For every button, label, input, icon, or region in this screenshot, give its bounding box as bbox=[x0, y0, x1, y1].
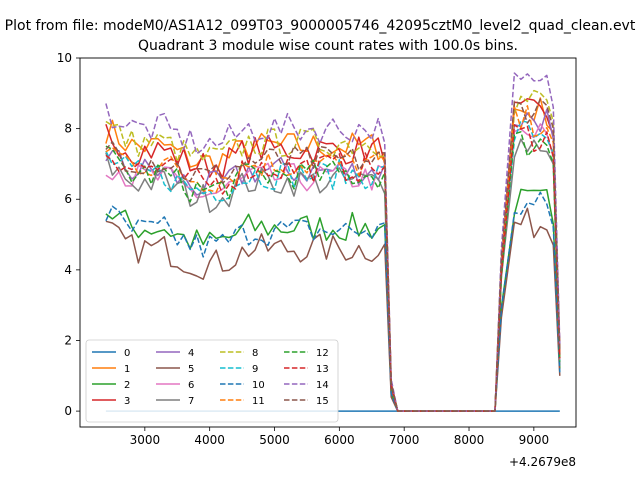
legend-label-10: 10 bbox=[252, 380, 265, 391]
y-tick-label: 2 bbox=[64, 333, 72, 347]
legend-label-0: 0 bbox=[124, 348, 130, 359]
legend-label-6: 6 bbox=[188, 380, 194, 391]
x-tick-label: 6000 bbox=[324, 433, 355, 447]
x-axis: 3000 4000 5000 6000 7000 8000 9000 bbox=[130, 427, 550, 447]
x-tick-label: 9000 bbox=[519, 433, 550, 447]
x-tick-label: 3000 bbox=[130, 433, 161, 447]
x-tick-label: 5000 bbox=[259, 433, 290, 447]
x-tick-label: 8000 bbox=[454, 433, 485, 447]
x-offset-label: +4.2679e8 bbox=[509, 455, 576, 469]
series-group bbox=[105, 72, 561, 412]
x-tick-label: 4000 bbox=[194, 433, 225, 447]
legend-label-15: 15 bbox=[316, 396, 329, 407]
legend-label-7: 7 bbox=[188, 396, 194, 407]
legend-label-14: 14 bbox=[316, 380, 329, 391]
series-line-15 bbox=[105, 98, 561, 412]
y-axis: 0 2 4 6 8 10 bbox=[57, 51, 80, 418]
legend-label-9: 9 bbox=[252, 364, 258, 375]
y-tick-label: 8 bbox=[64, 122, 72, 136]
legend-label-12: 12 bbox=[316, 348, 329, 359]
y-tick-label: 0 bbox=[64, 404, 72, 418]
legend-label-5: 5 bbox=[188, 364, 194, 375]
legend-label-4: 4 bbox=[188, 348, 194, 359]
legend-label-8: 8 bbox=[252, 348, 258, 359]
legend-label-2: 2 bbox=[124, 380, 130, 391]
plot-area-frame bbox=[79, 57, 577, 428]
legend-label-11: 11 bbox=[252, 396, 265, 407]
legend-label-1: 1 bbox=[124, 364, 130, 375]
chart-title: Quadrant 3 module wise count rates with … bbox=[138, 38, 518, 54]
y-tick-label: 4 bbox=[64, 263, 72, 277]
legend-frame bbox=[85, 339, 339, 423]
legend-label-13: 13 bbox=[316, 364, 329, 375]
y-tick-label: 6 bbox=[64, 192, 72, 206]
figure-suptitle: Plot from file: modeM0/AS1A12_099T03_900… bbox=[5, 18, 636, 34]
x-tick-label: 7000 bbox=[389, 433, 420, 447]
y-tick-label: 10 bbox=[57, 51, 72, 65]
legend-label-3: 3 bbox=[124, 396, 130, 407]
